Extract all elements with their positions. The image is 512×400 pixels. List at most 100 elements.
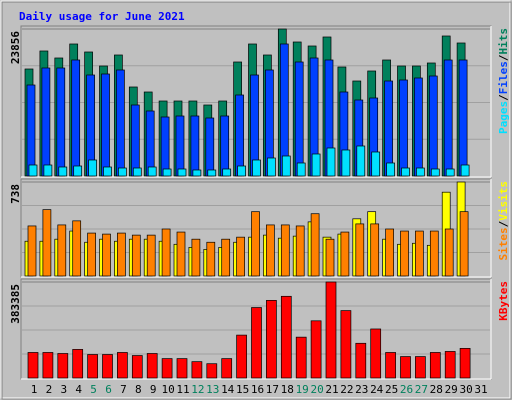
bar (28, 164, 38, 177)
y-tick-label: 738 (9, 184, 22, 204)
bar (43, 164, 53, 177)
bar (102, 354, 113, 379)
bar (162, 168, 172, 177)
bar (131, 234, 141, 277)
bar (161, 228, 171, 277)
bar (145, 110, 155, 177)
bar (401, 167, 410, 177)
bar (221, 238, 231, 277)
bar (27, 352, 39, 379)
bar (325, 238, 335, 277)
bar (416, 167, 425, 177)
bar (400, 230, 409, 277)
bar (386, 162, 395, 177)
x-tick-label: 16 (251, 383, 264, 396)
bar (207, 169, 217, 177)
bar (355, 342, 367, 379)
bar (101, 73, 110, 177)
bar (176, 231, 186, 277)
bar (295, 225, 305, 277)
bar (385, 352, 396, 379)
bar (57, 353, 69, 379)
x-tick-label: 27 (415, 383, 428, 396)
bar (176, 358, 188, 379)
bar (384, 80, 393, 177)
x-tick-label: 26 (400, 383, 413, 396)
bar (252, 159, 261, 177)
legend-entry: KBytes (497, 281, 510, 321)
y-tick-label: 383385 (9, 284, 22, 324)
bar (88, 159, 97, 177)
bar (160, 116, 170, 177)
legend-separator: / (497, 220, 510, 227)
bar (294, 61, 304, 177)
bar (399, 79, 408, 177)
x-tick-label: 17 (266, 383, 279, 396)
bar (280, 224, 290, 277)
bar (385, 228, 394, 277)
bar (445, 168, 455, 177)
bar (458, 59, 468, 177)
bar (87, 354, 98, 379)
x-tick-label: 13 (206, 383, 219, 396)
bar (131, 355, 143, 379)
bar (371, 151, 381, 177)
bar (58, 166, 68, 177)
x-tick-label: 29 (445, 383, 458, 396)
bar (221, 358, 233, 379)
bar (429, 352, 441, 379)
bar (236, 334, 247, 379)
legend-separator: / (497, 54, 510, 61)
legend-entry: Files (497, 61, 510, 94)
bar (444, 351, 456, 379)
bar (356, 145, 366, 177)
legend-entry: Pages (497, 101, 510, 134)
x-tick-label: 14 (221, 383, 235, 396)
x-tick-label: 30 (459, 383, 472, 396)
x-tick-label: 18 (281, 383, 294, 396)
bar (459, 211, 469, 277)
bar (459, 348, 471, 379)
legend: Sites/Visits (497, 181, 510, 261)
x-tick-label: 31 (474, 383, 487, 396)
bar (267, 157, 276, 177)
bar (26, 84, 36, 177)
x-tick-label: 8 (135, 383, 142, 396)
y-tick-label: 23856 (9, 31, 22, 64)
x-tick-label: 4 (75, 383, 82, 396)
bar (310, 320, 322, 379)
bar (251, 211, 260, 277)
bar (205, 117, 215, 177)
bar (175, 115, 185, 177)
bar (460, 164, 470, 177)
bar (191, 238, 201, 277)
bar (340, 310, 352, 379)
bar (415, 356, 426, 379)
x-tick-label: 7 (120, 383, 127, 396)
bar (161, 358, 173, 379)
bar (73, 165, 83, 177)
bar (117, 352, 128, 379)
bar (118, 167, 127, 177)
bar (57, 224, 67, 277)
bar (192, 169, 202, 177)
bar (295, 336, 307, 379)
bar (72, 220, 82, 277)
x-tick-label: 11 (176, 383, 189, 396)
bar (206, 241, 216, 277)
x-tick-label: 28 (430, 383, 443, 396)
bar (147, 166, 157, 177)
bar (325, 281, 337, 379)
bar (311, 153, 321, 177)
bar (444, 228, 454, 277)
x-tick-label: 15 (236, 383, 249, 396)
bar (117, 232, 126, 277)
bar (370, 328, 382, 379)
bar (72, 349, 84, 379)
x-tick-label: 10 (161, 383, 174, 396)
x-tick-label: 2 (46, 383, 53, 396)
bar (220, 115, 230, 177)
bar (400, 356, 411, 379)
